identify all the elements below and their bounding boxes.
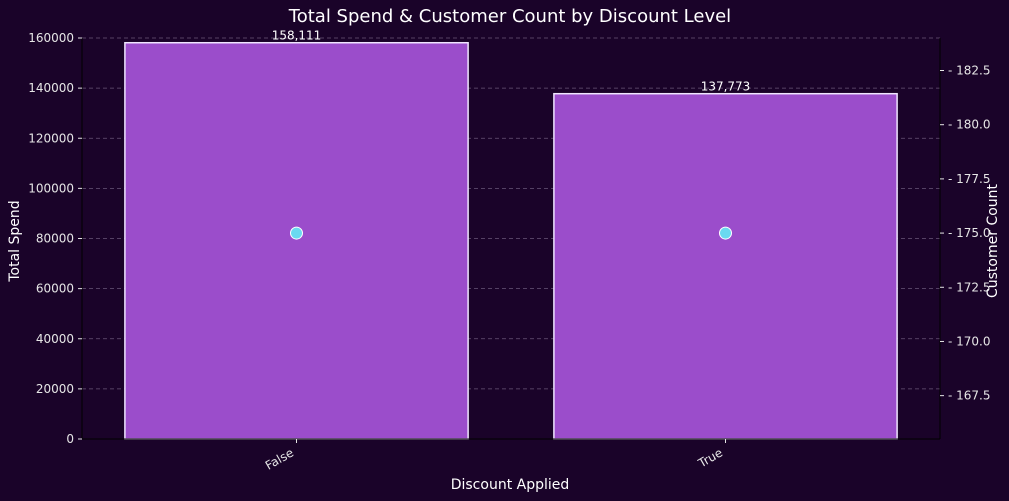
customer-count-point-true	[719, 226, 732, 240]
y-axis-title: Total Spend	[7, 200, 23, 282]
y2-tick-label: - 170.0	[948, 334, 991, 348]
y2-tick-label: - 182.5	[948, 64, 991, 78]
y-tick-label: 100000	[28, 181, 74, 195]
y2-tick-label: - 172.5	[948, 280, 991, 294]
y2-tick-label: - 180.0	[948, 118, 991, 132]
y-tick-label: 20000	[36, 382, 74, 396]
customer-count-series	[290, 226, 732, 240]
data-label: 158,111	[272, 29, 322, 43]
y-tick-label: 120000	[28, 131, 74, 145]
y-tick-label: 0	[66, 432, 74, 446]
y-tick-label: 80000	[36, 232, 74, 246]
y2-tick-label: - 167.5	[948, 389, 991, 403]
data-label: 137,773	[701, 80, 751, 94]
y-tick-label: 60000	[36, 282, 74, 296]
chart-title: Total Spend & Customer Count by Discount…	[288, 6, 731, 27]
x-axis-title: Discount Applied	[451, 477, 570, 493]
bar-series: 158,111 137,773	[124, 29, 898, 440]
y-tick-label: 140000	[28, 81, 74, 95]
y-tick-label: 160000	[28, 31, 74, 45]
y2-tick-label: - 175.0	[948, 226, 991, 240]
bar-false	[124, 41, 469, 440]
y2-axis-title: Customer Count	[985, 183, 1001, 298]
customer-count-point-false	[290, 226, 303, 240]
bar-true	[553, 92, 898, 440]
y-tick-label: 40000	[36, 332, 74, 346]
y2-tick-label: - 177.5	[948, 172, 991, 186]
